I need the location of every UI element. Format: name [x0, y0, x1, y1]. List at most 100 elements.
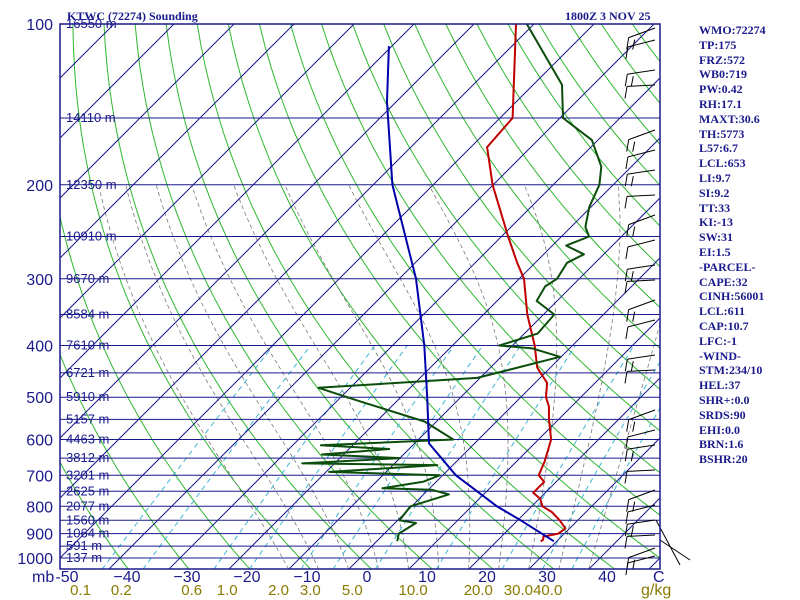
wind-barb-flag [632, 226, 636, 237]
height-label: 3812 m [66, 450, 109, 465]
mixing-ratio-label: 5.0 [342, 582, 363, 599]
pressure-tick-label: 300 [26, 272, 53, 289]
wind-barb-flag [630, 76, 634, 87]
mixing-ratio-line [571, 406, 660, 569]
mb-unit-label: mb [32, 569, 54, 586]
wind-barb [626, 409, 656, 432]
moist-adiabat [348, 184, 471, 569]
mixing-ratio-label: 2.0 [268, 582, 289, 599]
wind-barb-staff [627, 444, 656, 450]
sounding-traces [301, 24, 603, 543]
wind-barb-staff [627, 169, 656, 175]
sounding-index-item: LI:9.7 [699, 170, 731, 185]
wind-barb-flag [626, 419, 630, 432]
dry-adiabats [60, 24, 660, 569]
wind-barb-flag [626, 499, 630, 512]
wind-barb-flag [632, 421, 636, 432]
sounding-index-item: CINH:56001 [699, 289, 765, 304]
wind-barb [625, 149, 656, 169]
chart-title: KTWC (72274) Sounding [67, 9, 198, 23]
wind-barb-staff [627, 354, 656, 360]
wind-barb [625, 319, 656, 339]
wind-barb-flag [625, 156, 629, 169]
height-label: 7610 m [66, 338, 109, 353]
mixing-ratio-unit-label: g/kg [641, 582, 671, 599]
mixing-ratio-label: 40.0 [533, 582, 562, 599]
wind-barb-flag [624, 524, 628, 537]
mixing-ratio-line [213, 345, 376, 569]
isotherm [60, 24, 235, 199]
wind-barb-staff [628, 27, 656, 39]
sounding-index-item: FRZ:572 [699, 52, 745, 67]
moist-adiabat [233, 184, 410, 569]
height-label: 1560 m [66, 512, 109, 527]
wind-barb-staff [626, 84, 656, 87]
wind-barb [625, 239, 656, 259]
wind-barb-flag [625, 511, 629, 524]
temperature-tick-label: −30 [173, 569, 200, 586]
wind-barb-flag [624, 196, 628, 209]
sounding-index-item: TP:175 [699, 37, 737, 52]
isotherm [60, 24, 475, 439]
wind-barb-flag [624, 281, 628, 294]
wind-barb [626, 489, 656, 512]
wind-barb-flag [632, 311, 636, 322]
wind-barb-staff [626, 534, 656, 537]
mixing-ratio-line [332, 345, 484, 569]
wind-barb-flag [632, 39, 636, 50]
temperature-tick-label: 40 [598, 569, 616, 586]
wind-barb-flag [626, 309, 630, 322]
moist-adiabat [98, 184, 289, 569]
wind-barb-staff [628, 299, 656, 311]
wind-barb-flag [624, 471, 628, 484]
mixing-ratio-line [435, 345, 576, 569]
wind-barb-flag [625, 46, 629, 59]
pressure-tick-label: 500 [26, 390, 53, 407]
isotherm [228, 137, 660, 569]
wind-barb-staff [627, 519, 656, 525]
wind-barb [624, 469, 656, 484]
sounding-index-item: TT:33 [699, 200, 731, 215]
height-label: 137 m [66, 550, 102, 565]
temperature-tick-label: −20 [233, 569, 260, 586]
mixing-ratio-line [142, 345, 311, 569]
dry-adiabat [445, 24, 660, 309]
moist-adiabat [558, 184, 621, 569]
temperature-tick-label: 20 [478, 569, 496, 586]
mixing-ratio-line [300, 345, 455, 569]
mixing-ratio-label: 30.0 [504, 582, 533, 599]
isotherm [528, 437, 660, 569]
dry-adiabat [258, 24, 660, 559]
wind-barb-staff [626, 469, 656, 472]
wind-barb-flag [624, 174, 628, 187]
wind-barb-flag [625, 436, 629, 449]
wind-barb-flag [626, 139, 630, 152]
sounding-index-item: LCL:611 [699, 304, 746, 319]
mixing-ratio-line [248, 345, 408, 569]
wind-barb-flag [624, 371, 628, 384]
height-label: 3201 m [66, 467, 109, 482]
wind-barb-flag [624, 86, 628, 99]
temperature-tick-label: -50 [55, 569, 78, 586]
height-label: 14110 m [66, 110, 116, 125]
wind-barb [626, 214, 656, 237]
temperature-tick-label: −40 [113, 569, 140, 586]
sounding-index-item: SW:31 [699, 230, 734, 245]
height-label: 5910 m [66, 389, 109, 404]
mixing-ratio-label: 10.0 [398, 582, 427, 599]
dry-adiabat [383, 24, 660, 391]
height-label: 4463 m [66, 432, 109, 447]
wind-barb-flag [626, 224, 630, 237]
isotherm [60, 24, 175, 139]
plot-frame [59, 23, 661, 570]
pressure-tick-label: 900 [26, 527, 53, 544]
height-label: 12350 m [66, 177, 117, 192]
dewpoint-trace [301, 24, 603, 542]
pressure-tick-label: 700 [26, 468, 53, 485]
wind-barb-flag [630, 176, 634, 187]
mixing-ratio-label: 0.2 [111, 582, 132, 599]
temperature-trace [486, 24, 567, 543]
wind-barb-staff [628, 214, 656, 226]
wind-barb-flag [632, 501, 636, 512]
